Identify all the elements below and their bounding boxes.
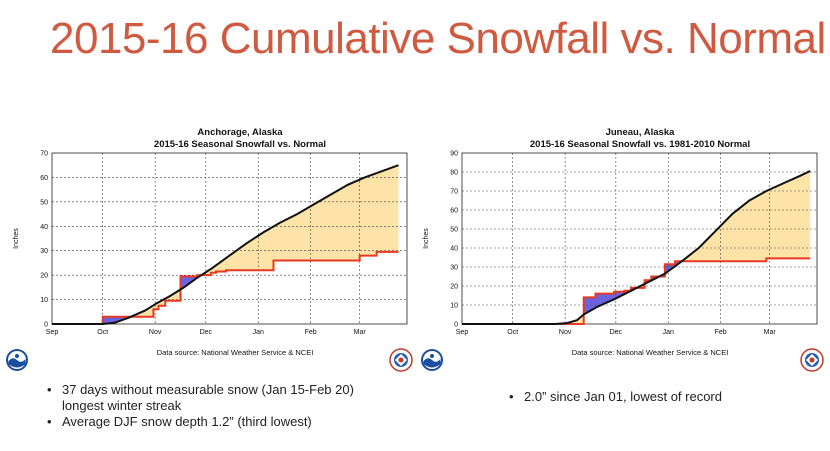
noaa-logo-left [6,349,28,371]
y-tick-label: 70 [450,189,458,196]
nws-logo-left [389,348,413,372]
below-normal-fill [556,315,583,324]
x-tick-label: Nov [559,329,572,336]
chart-title-line1: Anchorage, Alaska [197,127,283,138]
normal-snowfall-line [462,170,811,325]
chart-title-line2: 2015-16 Seasonal Snowfall vs. Normal [153,139,327,150]
y-axis-label: Inches [13,228,20,249]
chart-title-line1: Juneau, Alaska [605,127,675,138]
x-tick-label: Feb [715,329,727,336]
normal-snowfall-line [52,164,399,325]
chart-title-juneau: Juneau, Alaska 2015-16 Seasonal Snowfall… [500,127,780,151]
y-tick-label: 90 [450,151,458,158]
y-tick-label: 40 [450,246,458,253]
observed-snowfall-line [52,250,399,325]
bullet-item: Average DJF snow depth 1.2” (third lowes… [45,414,375,430]
y-tick-label: 0 [454,322,458,329]
y-tick-label: 30 [450,265,458,272]
right-bullet-list: 2.0” since Jan 01, lowest of record [507,389,807,405]
x-tick-label: Oct [97,329,108,336]
y-tick-label: 0 [44,322,48,329]
y-tick-label: 50 [40,199,48,206]
juneau-snowfall-chart: 0 10 20 30 40 50 60 70 80 90 Sep Oct Nov Dec Jan Feb Mar… [423,151,818,336]
above-normal-fill [102,316,130,324]
y-tick-label: 40 [40,224,48,231]
y-axis-label: Inches [423,228,430,249]
x-tick-label: Nov [149,329,162,336]
chart-title-line2: 2015-16 Seasonal Snowfall vs. 1981-2010 … [529,139,751,150]
x-tick-label: Sep [46,329,59,336]
chart-title-anchorage: Anchorage, Alaska 2015-16 Seasonal Snowf… [100,127,380,151]
x-tick-label: Dec [200,329,213,336]
x-tick-label: Jan [663,329,674,336]
y-tick-label: 30 [40,248,48,255]
x-tick-label: Feb [305,329,317,336]
x-tick-label: Dec [610,329,623,336]
observed-snowfall-line [462,257,811,325]
y-tick-label: 10 [40,297,48,304]
noaa-logo-right [421,349,443,371]
data-source-juneau: Data source: National Weather Service & … [571,348,729,357]
plot-frame [51,152,408,325]
x-tick-label: Sep [456,329,469,336]
data-source-anchorage: Data source: National Weather Service & … [156,348,314,357]
below-normal-fill [682,171,811,262]
anchorage-snowfall-chart: 0 10 20 30 40 50 60 70 Sep Oct Nov Dec Jan Feb Mar Inch… [13,151,408,336]
y-tick-label: 80 [450,170,458,177]
slide-title: 2015-16 Cumulative Snowfall vs. Normal [50,14,826,63]
y-tick-label: 50 [450,227,458,234]
x-tick-label: Mar [764,329,777,336]
y-tick-label: 10 [450,303,458,310]
x-tick-label: Oct [507,329,518,336]
x-tick-label: Jan [253,329,264,336]
y-tick-label: 60 [40,175,48,182]
plot-frame [461,152,818,325]
left-bullet-list: 37 days without measurable snow (Jan 15-… [45,382,375,430]
nws-logo-right [800,348,824,372]
y-tick-label: 70 [40,151,48,158]
y-tick-label: 60 [450,208,458,215]
y-tick-label: 20 [450,284,458,291]
below-normal-fill [201,165,399,276]
bullet-item: 2.0” since Jan 01, lowest of record [507,389,807,405]
bullet-item: 37 days without measurable snow (Jan 15-… [45,382,375,414]
y-tick-label: 20 [40,273,48,280]
x-tick-label: Mar [354,329,367,336]
